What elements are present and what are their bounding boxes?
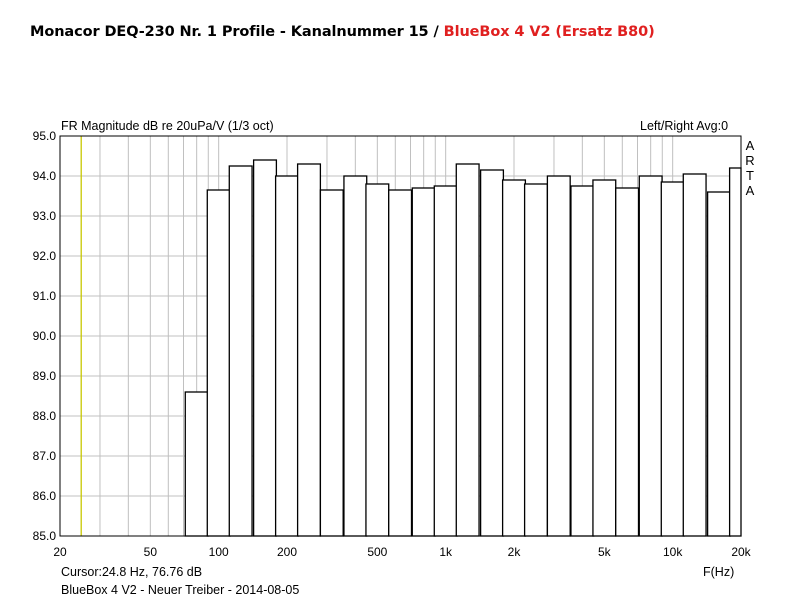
x-tick-label: 200 [276, 545, 298, 559]
y-tick-label: 94.0 [32, 169, 56, 183]
bar-12.5k [682, 173, 707, 537]
bar-315 [319, 189, 344, 537]
y-tick-label: 93.0 [32, 209, 56, 223]
bar-1.6k [479, 169, 505, 537]
bar-1.25k [455, 163, 480, 537]
measurement-info: BlueBox 4 V2 - Neuer Treiber - 2014-08-0… [61, 583, 300, 597]
bar-2k [501, 179, 527, 537]
bar-20k [728, 167, 742, 537]
title-main: Monacor DEQ-230 Nr. 1 Profile - Kanalnum… [30, 24, 444, 40]
bar-1k [433, 185, 458, 537]
chart-bars [184, 159, 742, 537]
bar-16k [706, 191, 732, 537]
arta-letter: T [746, 168, 754, 183]
bar-250 [296, 163, 322, 537]
chart-header-label: FR Magnitude dB re 20uPa/V (1/3 oct) [61, 119, 274, 133]
bar-4k [570, 185, 595, 537]
cursor-readout: Cursor:24.8 Hz, 76.76 dB [61, 565, 203, 579]
bar-400 [343, 175, 368, 537]
bar-125 [228, 165, 253, 537]
y-tick-label: 90.0 [32, 329, 56, 343]
x-tick-label: 2k [507, 545, 521, 559]
bar-200 [274, 175, 300, 537]
x-tick-label: 20 [53, 545, 67, 559]
x-tick-label: 10k [662, 545, 683, 559]
bar-3.15k [546, 175, 571, 537]
bar-500 [365, 183, 390, 537]
title-highlight: BlueBox 4 V2 (Ersatz B80) [443, 24, 655, 40]
y-tick-label: 91.0 [32, 289, 56, 303]
y-tick-label: 92.0 [32, 249, 56, 263]
bar-800 [411, 187, 436, 537]
chart-header-right: Left/Right Avg:0 [640, 119, 729, 133]
y-tick-label: 87.0 [32, 449, 56, 463]
arta-letter: R [745, 153, 755, 168]
bar-2.5k [523, 183, 549, 537]
plot-frame [59, 135, 742, 537]
page-title: Monacor DEQ-230 Nr. 1 Profile - Kanalnum… [30, 24, 655, 40]
x-tick-label: 500 [367, 545, 388, 559]
x-tick-label: 20k [731, 545, 751, 559]
bar-5k [592, 179, 617, 537]
bar-6.3k [615, 187, 640, 537]
y-tick-label: 89.0 [32, 369, 56, 383]
bar-80 [184, 391, 209, 537]
bar-630 [388, 189, 413, 537]
x-tick-label: 50 [143, 545, 157, 559]
y-tick-label: 95.0 [32, 129, 56, 143]
bar-8k [638, 175, 663, 537]
y-tick-label: 85.0 [32, 529, 56, 543]
arta-letter: A [745, 138, 755, 153]
x-axis-label: F(Hz) [703, 565, 735, 579]
arta-letter: A [745, 183, 755, 198]
x-tick-label: 5k [597, 545, 611, 559]
x-tick-label: 1k [439, 545, 452, 559]
bar-160 [252, 159, 278, 537]
bar-10k [660, 181, 685, 537]
x-tick-label: 100 [208, 545, 229, 559]
bar-100 [206, 189, 231, 537]
y-tick-label: 88.0 [32, 409, 56, 423]
y-tick-label: 86.0 [32, 489, 56, 503]
